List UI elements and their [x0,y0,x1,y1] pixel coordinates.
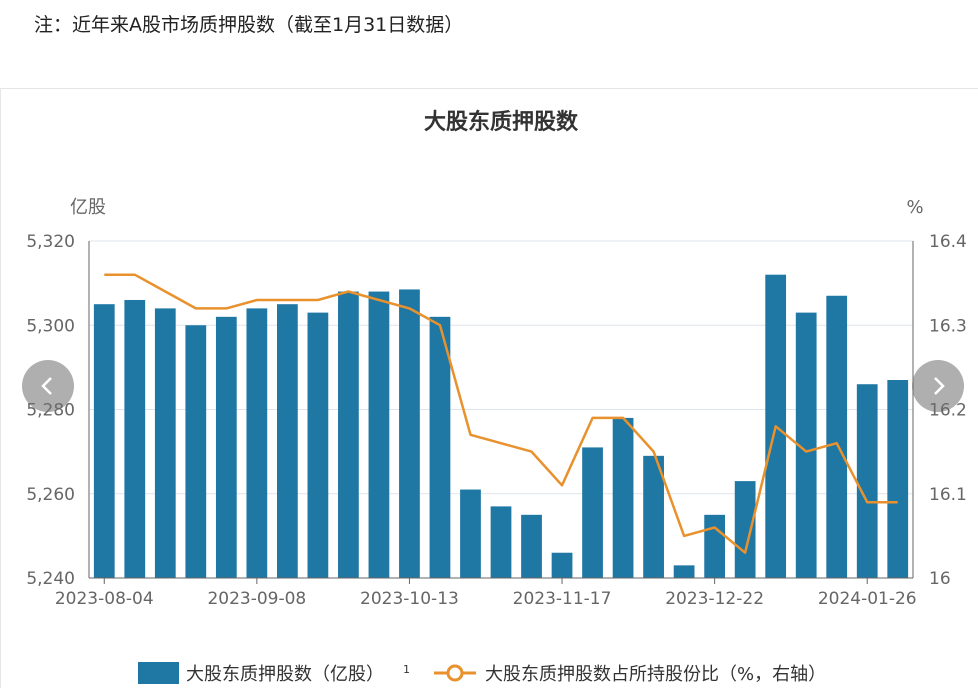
x-tick-label: 2023-08-04 [55,589,154,609]
chart-card: 大股东质押股数 亿股 % 5,240165,26016.15,28016.25,… [0,88,978,688]
y-axis-unit-left: 亿股 [70,197,106,218]
chevron-left-icon [41,377,52,395]
bar-series [93,274,909,578]
legend: 大股东质押股数（亿股） 1 大股东质押股数占所持股份比（%，右轴） [138,662,826,685]
bar [246,308,268,578]
bar [490,506,512,578]
bar [521,514,542,578]
line-series [104,273,898,554]
watermark-overlay [857,658,977,680]
chevron-right-icon [934,377,945,395]
x-tick-label: 2023-10-13 [360,589,459,609]
bar [704,514,726,578]
bar [887,380,909,578]
y-tick-label: 5,300 [26,316,75,336]
x-tick-label: 2024-01-26 [818,589,917,609]
bar [154,308,176,578]
legend-line-label: 大股东质押股数占所持股份比（%，右轴） [485,664,826,685]
bar [673,565,695,578]
bar [582,447,603,578]
y2-tick-label: 16.4 [929,232,967,252]
bar [643,455,664,578]
bar [368,291,390,578]
series-line [104,273,898,554]
bar [307,312,329,578]
chart-svg: 大股东质押股数 亿股 % 5,240165,26016.15,28016.25,… [26,109,967,685]
bar [276,304,298,578]
y2-tick-label: 16.1 [929,485,967,505]
bar [399,289,420,578]
y-tick-label: 5,320 [26,232,75,252]
grid-lines [89,240,913,495]
bar [856,384,878,578]
x-tick-label: 2023-12-22 [665,589,764,609]
bar [338,291,359,578]
bar [826,295,848,578]
axes: 5,240165,26016.15,28016.25,30016.35,3201… [26,232,967,609]
page-note: 注：近年来A股市场质押股数（截至1月31日数据） [34,14,464,36]
y-tick-label: 5,260 [26,485,75,505]
y2-tick-label: 16 [929,569,951,589]
x-tick-label: 2023-09-08 [207,589,306,609]
bar [93,304,115,578]
bar [215,316,237,578]
bar [124,299,146,578]
legend-bar-superscript: 1 [403,663,410,676]
chart-title: 大股东质押股数 [424,109,579,135]
y2-tick-label: 16.3 [929,316,967,336]
x-tick-label: 2023-11-17 [513,589,612,609]
bar [551,552,573,578]
y-tick-label: 5,240 [26,569,75,589]
prev-button[interactable] [22,360,74,412]
bar [734,481,756,578]
bar [429,316,451,578]
legend-bar-label: 大股东质押股数（亿股） [186,664,384,685]
bar [185,325,207,578]
bar [795,312,817,578]
next-button[interactable] [912,360,964,412]
legend-line-marker [446,664,464,682]
legend-bar-swatch [138,662,179,684]
y-axis-unit-right: % [906,197,923,218]
bar [612,417,634,578]
bar [460,489,481,578]
